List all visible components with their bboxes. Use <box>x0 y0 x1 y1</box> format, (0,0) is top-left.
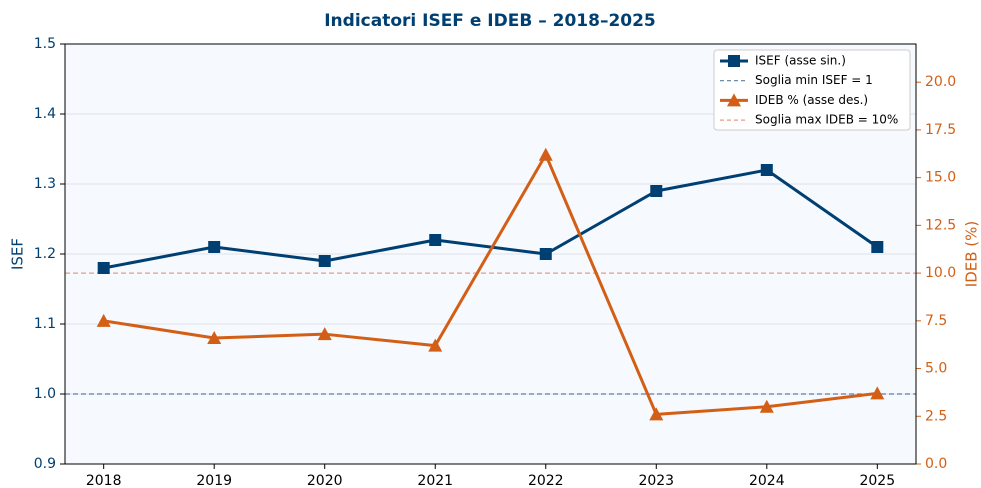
y2-axis-label: IDEB (%) <box>963 221 981 287</box>
y2-tick-label: 12.5 <box>925 217 956 233</box>
legend-label: ISEF (asse sin.) <box>755 54 846 68</box>
marker <box>429 234 442 246</box>
marker <box>760 164 773 176</box>
y2-tick-label: 7.5 <box>925 313 947 329</box>
marker <box>207 331 222 344</box>
x-tick-label: 2020 <box>307 473 343 488</box>
x-tick-label: 2024 <box>749 473 785 488</box>
marker <box>428 338 443 352</box>
x-tick-label: 2022 <box>528 473 564 488</box>
marker <box>318 255 331 267</box>
x-tick-label: 2018 <box>86 473 122 488</box>
marker <box>759 399 774 413</box>
marker <box>650 185 663 197</box>
y-tick-label: 1.5 <box>34 36 56 52</box>
legend-box <box>713 49 911 131</box>
y-tick-label: 1.2 <box>34 246 56 262</box>
series-line <box>103 168 879 270</box>
marker <box>870 386 885 400</box>
series-line <box>103 153 878 416</box>
x-tick-label: 2021 <box>417 473 453 488</box>
chart-title: Indicatori ISEF e IDEB – 2018–2025 <box>324 11 656 31</box>
marker <box>97 262 110 274</box>
y-tick-label: 1.4 <box>34 106 56 122</box>
legend-label: Soglia max IDEB = 10% <box>755 113 898 127</box>
y2-tick-label: 2.5 <box>925 408 947 424</box>
marker <box>871 241 884 253</box>
y-tick-label: 1.3 <box>34 176 56 192</box>
y-axis-label: ISEF <box>9 238 27 270</box>
legend-marker <box>728 55 740 67</box>
marker <box>317 327 332 341</box>
plot-frame <box>64 43 917 465</box>
y2-tick-label: 20.0 <box>925 74 956 90</box>
legend-label: IDEB % (asse des.) <box>755 93 868 107</box>
marker <box>538 147 553 161</box>
y-tick-label: 1.0 <box>34 386 56 402</box>
marker <box>96 313 111 327</box>
legend-marker <box>727 93 741 107</box>
x-tick-label: 2023 <box>638 473 674 488</box>
y2-tick-label: 5.0 <box>925 361 947 377</box>
legend: ISEF (asse sin.) Soglia min ISEF = 1 IDEB … <box>713 49 911 131</box>
legend-label: Soglia min ISEF = 1 <box>755 73 873 87</box>
y-tick-label: 0.9 <box>34 456 56 472</box>
marker <box>649 407 664 421</box>
marker <box>208 241 221 253</box>
y-tick-label: 1.1 <box>34 316 56 332</box>
y2-tick-label: 17.5 <box>925 122 956 138</box>
y2-tick-label: 10.0 <box>925 265 956 281</box>
x-tick-label: 2025 <box>859 473 895 488</box>
x-tick-label: 2019 <box>196 473 232 488</box>
y2-tick-label: 15.0 <box>925 170 956 186</box>
y2-tick-label: 0.0 <box>925 456 947 472</box>
marker <box>539 248 552 260</box>
